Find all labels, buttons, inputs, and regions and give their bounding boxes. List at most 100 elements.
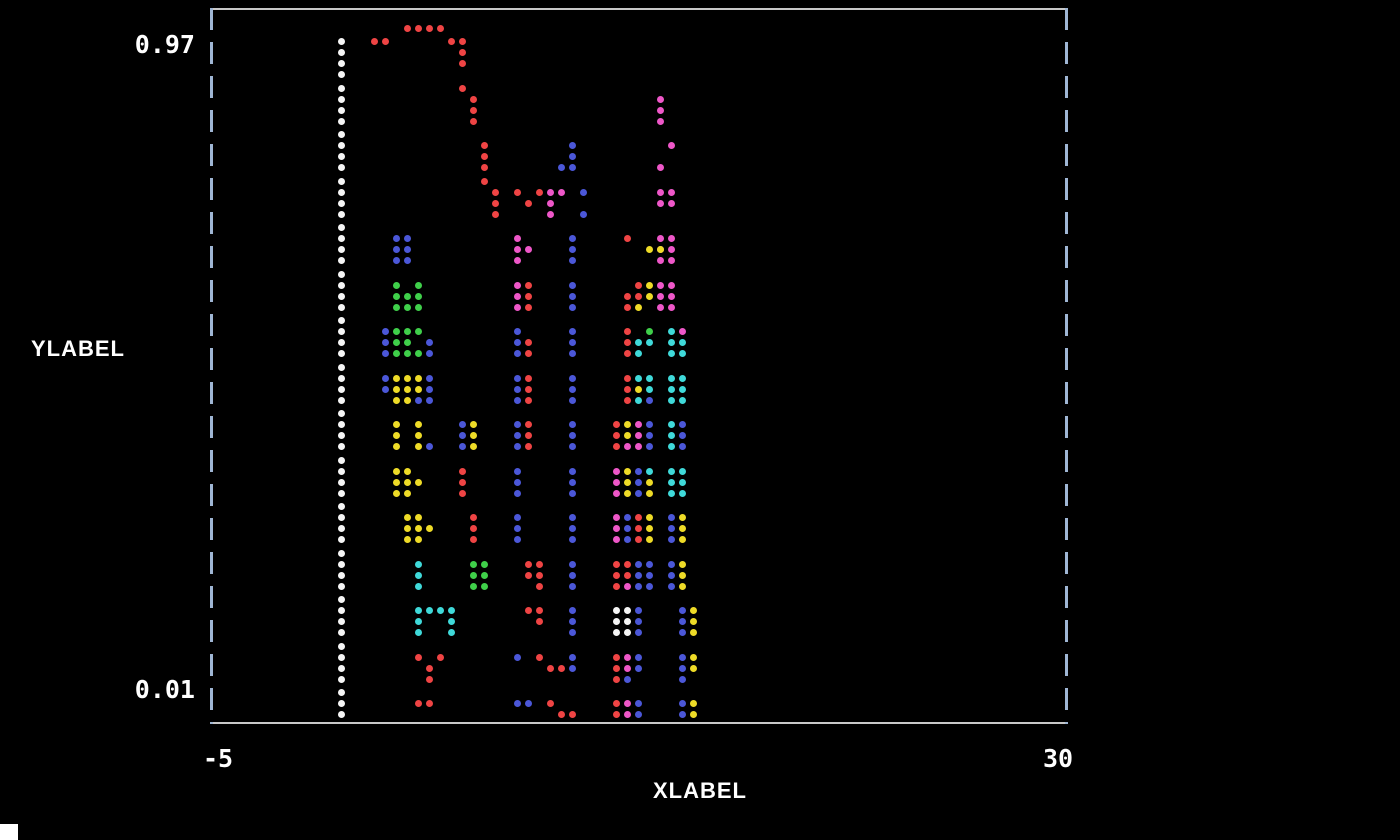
- scatter-point: [613, 421, 620, 428]
- scatter-point: [569, 432, 576, 439]
- scatter-point: [338, 142, 345, 149]
- scatter-point: [525, 560, 532, 568]
- scatter-point: [624, 292, 631, 300]
- scatter-point: [624, 675, 631, 683]
- scatter-point: [393, 235, 400, 242]
- scatter-point: [668, 257, 675, 264]
- scatter-point: [426, 664, 433, 672]
- scatter-point: [657, 95, 664, 103]
- scatter-point: [404, 246, 411, 253]
- scatter-point: [679, 525, 686, 532]
- scatter-point: [635, 700, 642, 707]
- scatter-point: [624, 618, 631, 625]
- scatter-point: [569, 711, 576, 718]
- scatter-point: [338, 664, 345, 672]
- scatter-point: [679, 467, 686, 475]
- scatter-point: [635, 607, 642, 614]
- scatter-point: [426, 525, 433, 532]
- scatter-point: [415, 653, 422, 661]
- scatter-point: [635, 339, 642, 346]
- y-axis-line: [210, 8, 213, 724]
- scatter-point: [635, 489, 642, 497]
- scatter-point: [668, 467, 675, 475]
- scatter-point: [459, 84, 466, 92]
- scatter-point: [536, 560, 543, 568]
- scatter-point: [690, 618, 697, 625]
- scatter-point: [338, 549, 345, 557]
- scatter-point: [635, 478, 642, 486]
- x-axis-title: XLABEL: [653, 778, 747, 803]
- scatter-point: [558, 164, 565, 171]
- scatter-point: [404, 514, 411, 521]
- scatter-point: [492, 210, 499, 218]
- scatter-point: [646, 385, 653, 393]
- scatter-point: [679, 328, 686, 335]
- scatter-point: [415, 24, 422, 32]
- scatter-point: [470, 421, 477, 428]
- scatter-point: [624, 374, 631, 382]
- scatter-point: [338, 711, 345, 718]
- scatter-point: [624, 700, 631, 707]
- scatter-point: [536, 582, 543, 590]
- scatter-point: [613, 432, 620, 439]
- scatter-point: [646, 582, 653, 590]
- scatter-point: [415, 560, 422, 568]
- scatter-point: [338, 246, 345, 253]
- scatter-point: [338, 303, 345, 311]
- scatter-point: [470, 95, 477, 103]
- scatter-point: [525, 607, 532, 614]
- scatter-point: [338, 607, 345, 614]
- scatter-point: [338, 653, 345, 661]
- scatter-point: [338, 339, 345, 346]
- scatter-point: [415, 328, 422, 335]
- scatter-point: [514, 303, 521, 311]
- scatter-point: [415, 350, 422, 357]
- scatter-point: [668, 199, 675, 207]
- scatter-point: [690, 664, 697, 672]
- scatter-point: [635, 514, 642, 521]
- scatter-point: [459, 467, 466, 475]
- scatter-point: [580, 188, 587, 196]
- scatter-point: [415, 571, 422, 579]
- scatter-point: [514, 396, 521, 404]
- scatter-point: [657, 292, 664, 300]
- scatter-point: [635, 396, 642, 404]
- scatter-point: [338, 71, 345, 78]
- scatter-point: [624, 303, 631, 311]
- scatter-point: [679, 432, 686, 439]
- scatter-point: [668, 374, 675, 382]
- scatter-point: [338, 525, 345, 532]
- scatter-point: [514, 421, 521, 428]
- scatter-point: [338, 514, 345, 521]
- scatter-point: [481, 560, 488, 568]
- scatter-point: [338, 257, 345, 264]
- scatter-point: [624, 467, 631, 475]
- scatter-point: [404, 489, 411, 497]
- scatter-point: [338, 328, 345, 335]
- scatter-point: [393, 339, 400, 346]
- scatter-point: [338, 478, 345, 486]
- scatter-point: [481, 177, 488, 185]
- scatter-point: [547, 664, 554, 672]
- scatter-point: [338, 443, 345, 450]
- scatter-point: [426, 607, 433, 614]
- scatter-point: [657, 246, 664, 253]
- scatter-point: [338, 224, 345, 231]
- scatter-point: [470, 582, 477, 590]
- scatter-point: [679, 421, 686, 428]
- scatter-point: [525, 281, 532, 289]
- scatter-point: [613, 536, 620, 543]
- scatter-point: [624, 525, 631, 532]
- scatter-point: [690, 700, 697, 707]
- scatter-point: [657, 117, 664, 125]
- scatter-point: [338, 317, 345, 324]
- scatter-point: [569, 560, 576, 568]
- scatter-point: [459, 60, 466, 67]
- scatter-point: [338, 489, 345, 497]
- scatter-point: [514, 525, 521, 532]
- scatter-point: [668, 188, 675, 196]
- scatter-point: [415, 281, 422, 289]
- scatter-point: [382, 339, 389, 346]
- scatter-point: [624, 582, 631, 590]
- scatter-point: [668, 235, 675, 242]
